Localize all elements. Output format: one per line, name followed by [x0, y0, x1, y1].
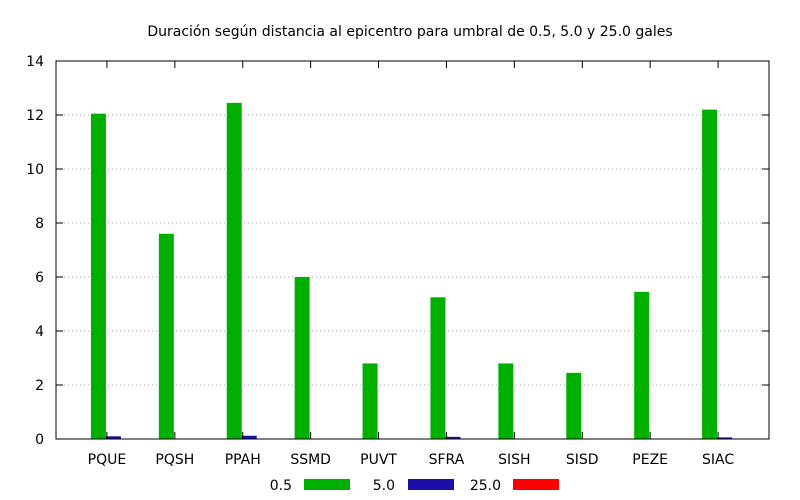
y-tick-label: 4: [35, 324, 44, 340]
chart-title: Duración según distancia al epicentro pa…: [147, 24, 672, 40]
bar-0.5: [90, 113, 106, 440]
y-axis: 0 2 4 6 8 10 12 14: [26, 54, 769, 448]
x-tick-label: PPAH: [225, 452, 261, 468]
legend-label: 25.0: [470, 478, 501, 494]
x-tick-label: SIAC: [702, 452, 734, 468]
y-tick-label: 12: [26, 108, 44, 124]
bar-5.0: [105, 436, 121, 439]
x-tick-label: SSMD: [290, 452, 331, 468]
x-tick-label: SISD: [566, 452, 599, 468]
bar-0.5: [294, 277, 310, 439]
bar-0.5: [226, 102, 242, 439]
bar-0.5: [430, 297, 446, 439]
legend-label: 5.0: [373, 478, 395, 494]
plot-frame: [55, 60, 770, 440]
bar-0.5: [362, 363, 378, 439]
bar-0.5: [566, 372, 582, 439]
x-tick-label: PUVT: [360, 452, 397, 468]
bar-0.5: [634, 291, 650, 439]
x-tick-label: PQSH: [155, 452, 194, 468]
y-tick-label: 8: [35, 216, 44, 232]
legend-label: 0.5: [270, 478, 292, 494]
legend-swatch: [513, 479, 559, 490]
legend-swatch: [304, 479, 350, 490]
grid: [56, 114, 769, 386]
x-axis: PQUE PQSH PPAH SSMD PUVT SFRA SISH SISD PEZE SIAC: [88, 61, 734, 468]
bar-0.5: [158, 233, 174, 439]
bar-5.0: [241, 435, 257, 439]
y-tick-label: 10: [26, 162, 44, 178]
y-tick-label: 6: [35, 270, 44, 286]
bar-5.0: [717, 437, 733, 439]
x-tick-label: PQUE: [88, 452, 127, 468]
legend-swatch: [408, 479, 454, 490]
x-tick-label: SISH: [498, 452, 530, 468]
y-tick-label: 0: [35, 432, 44, 448]
bar-5.0: [445, 436, 461, 439]
x-tick-label: SFRA: [429, 452, 465, 468]
bar-0.5: [702, 109, 718, 439]
y-tick-label: 2: [35, 378, 44, 394]
legend: 0.5 5.0 25.0: [270, 478, 559, 494]
bars: [90, 102, 733, 440]
y-tick-label: 14: [26, 54, 44, 70]
bar-0.5: [498, 363, 514, 439]
x-tick-label: PEZE: [632, 452, 668, 468]
